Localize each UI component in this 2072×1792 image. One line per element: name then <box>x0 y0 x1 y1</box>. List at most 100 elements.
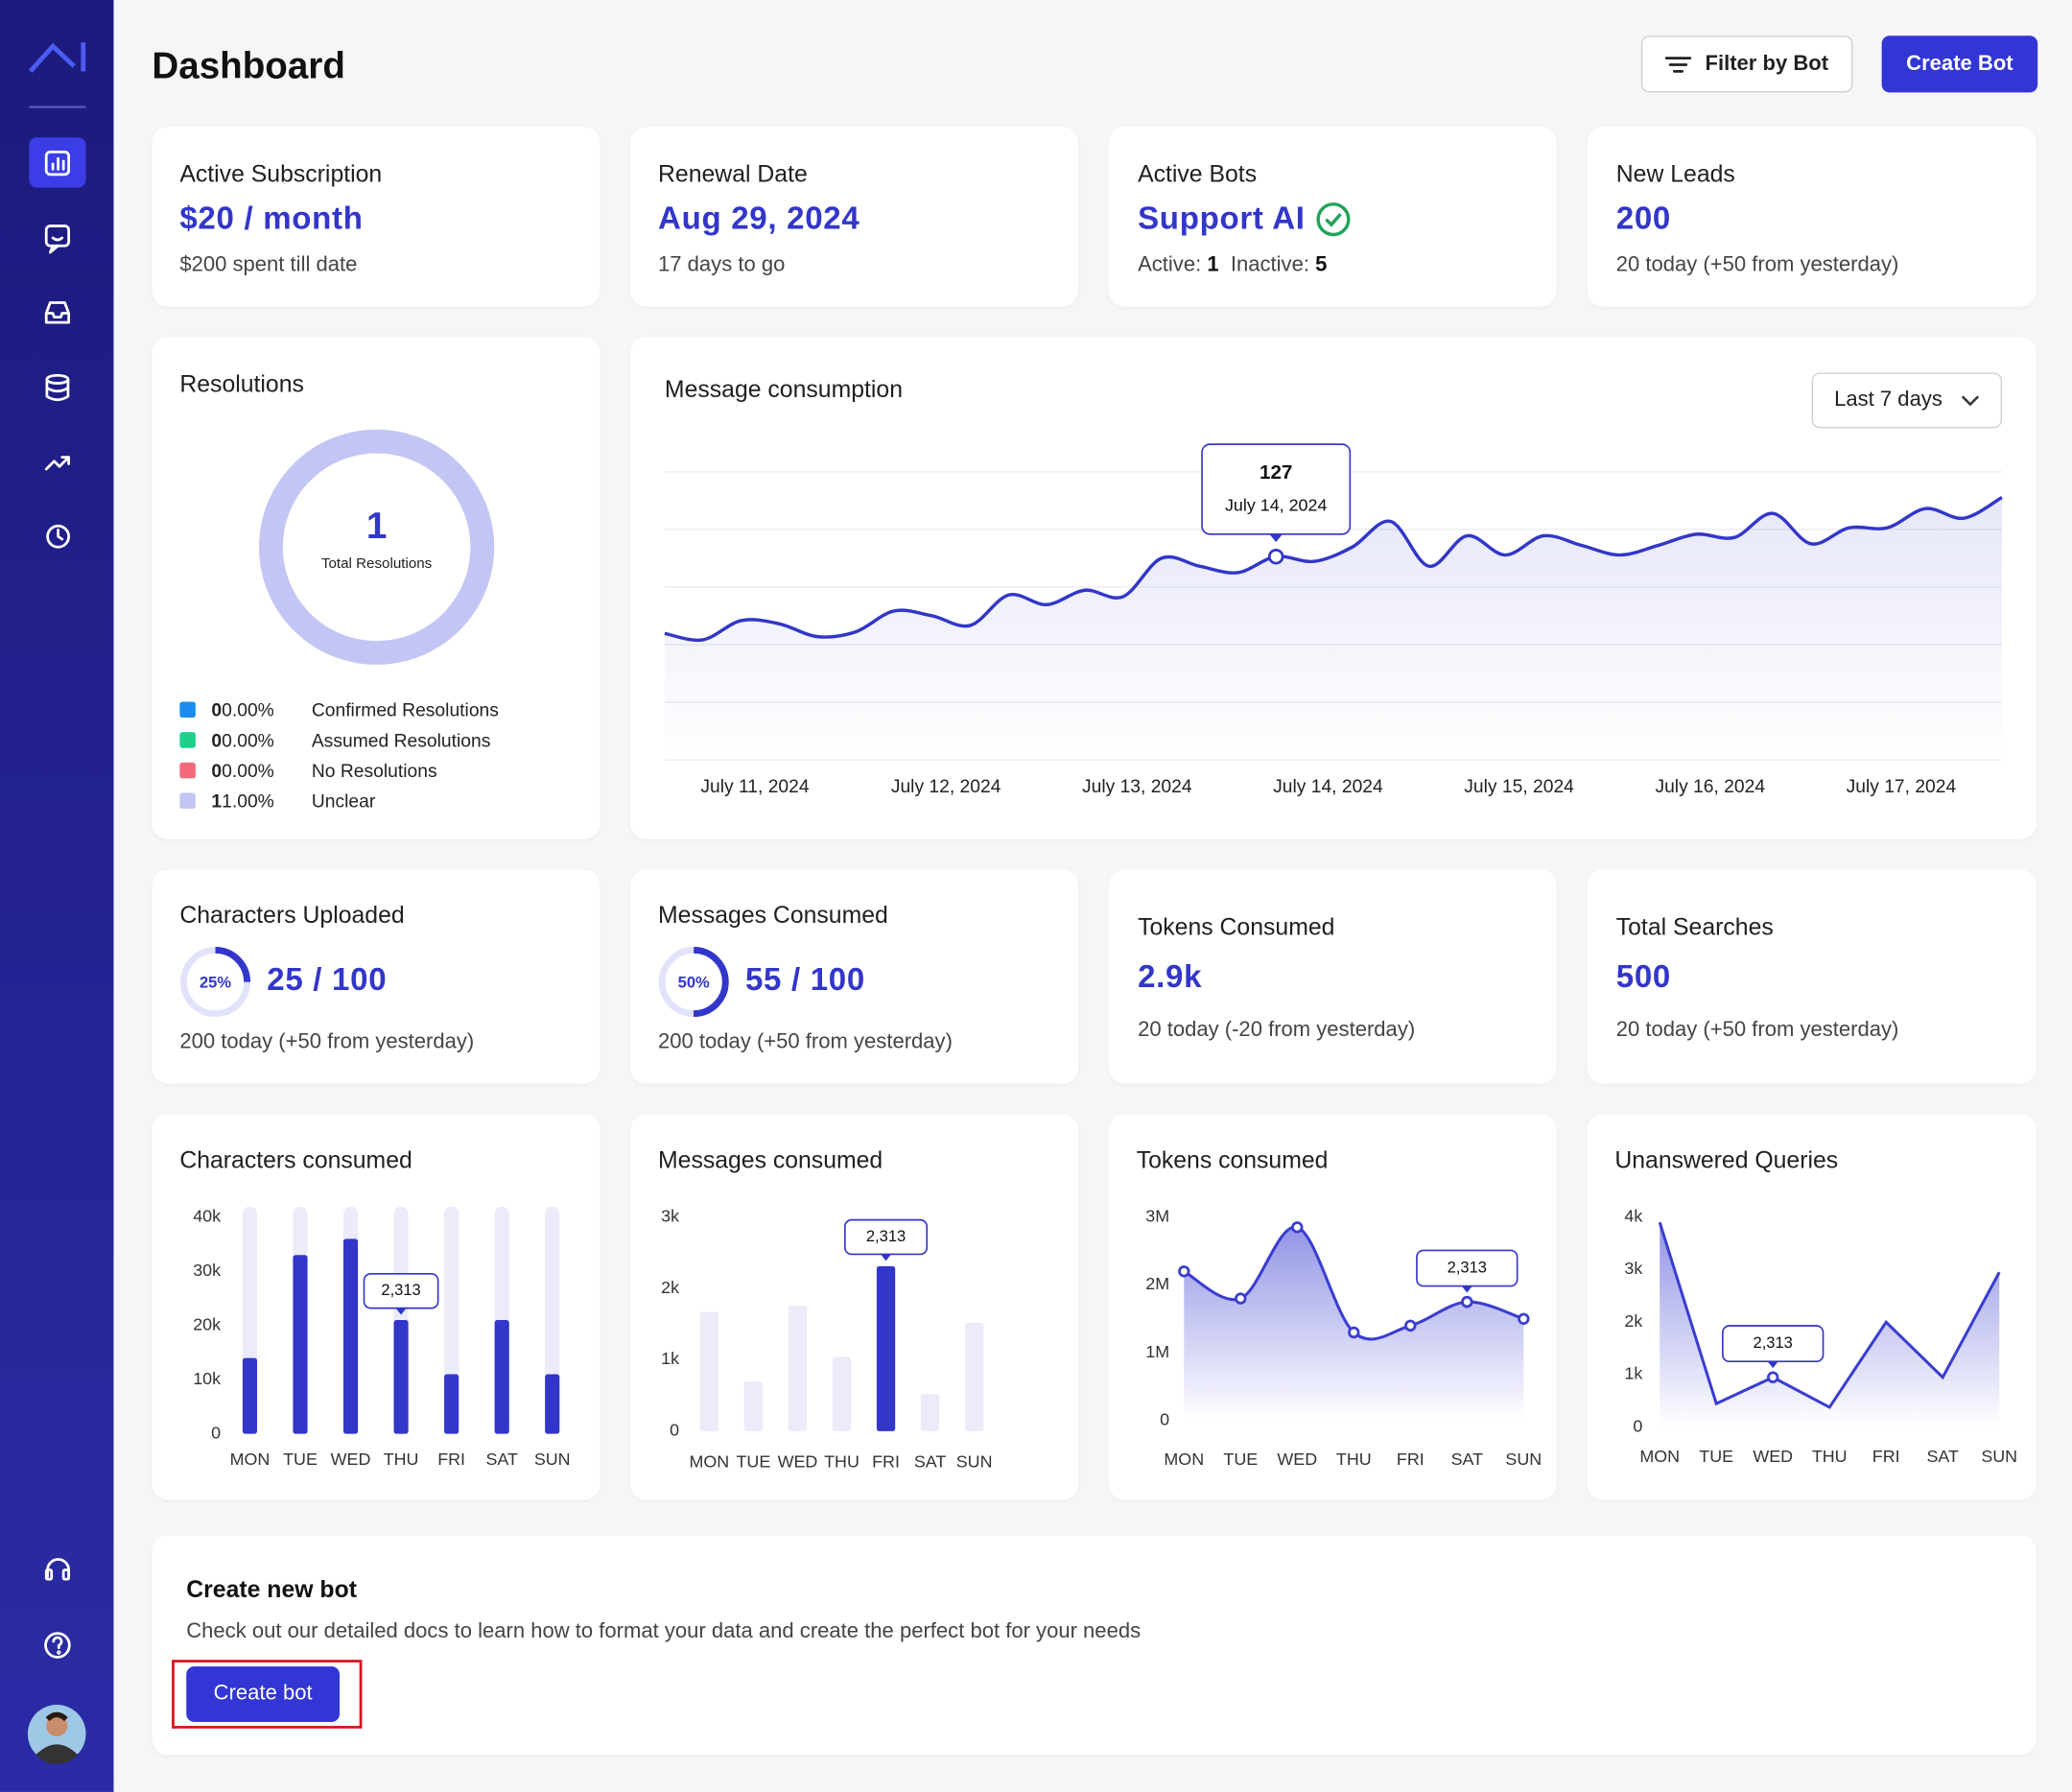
card <box>152 869 600 1084</box>
usage-label: Tokens Consumed <box>1138 913 1335 941</box>
y-tick-label: 0 <box>211 1423 221 1442</box>
create-bot-button[interactable]: Create bot <box>186 1666 341 1722</box>
point <box>1518 1312 1530 1325</box>
donut-segment <box>258 429 495 665</box>
y-tick-label: 0 <box>1160 1410 1169 1429</box>
tooltip-label: 2,313 <box>381 1281 420 1299</box>
x-tick-label: THU <box>384 1450 419 1469</box>
legend-item: 0 0.00% Assumed Resolutions <box>179 729 490 750</box>
usage-label: Messages Consumed <box>658 902 888 929</box>
usage-value: 25 / 100 <box>267 961 388 999</box>
nav-database[interactable] <box>45 373 70 402</box>
point <box>1235 1292 1247 1305</box>
legend-percent: 0.00% <box>222 698 274 720</box>
legend-label: Assumed Resolutions <box>311 729 491 751</box>
x-tick-label: SUN <box>1981 1447 2017 1466</box>
point <box>1267 548 1284 565</box>
point <box>1461 1295 1473 1309</box>
point <box>1178 1265 1190 1278</box>
tooltip-pointer <box>1269 533 1283 543</box>
nav-inbox[interactable] <box>44 301 71 324</box>
bar <box>699 1311 718 1431</box>
stat-value: $20 / month <box>179 200 364 237</box>
nav-help[interactable] <box>44 1632 71 1659</box>
nav-history[interactable] <box>46 524 71 549</box>
tooltip-box <box>844 1218 929 1256</box>
y-tick-label: 3k <box>1624 1259 1642 1278</box>
point <box>1291 1221 1304 1234</box>
line <box>664 495 2003 643</box>
usage-note: 200 today (+50 from yesterday) <box>179 1030 475 1053</box>
stat-note: 20 today (+50 from yesterday) <box>1615 253 1899 276</box>
x-tick-label: July 17, 2024 <box>1847 777 1957 797</box>
range-label: Last 7 days <box>1834 388 1942 412</box>
card <box>1108 127 1557 307</box>
legend-label: Unclear <box>311 790 376 812</box>
filter-icon <box>1665 56 1692 73</box>
ring-label: 50% <box>678 973 710 991</box>
x-tick-label: MON <box>689 1452 729 1472</box>
x-tick-label: WED <box>778 1452 818 1472</box>
bar <box>293 1255 308 1434</box>
sidebar <box>0 0 114 1792</box>
x-tick-label: SUN <box>956 1452 993 1472</box>
range-select[interactable]: Last 7 days <box>1811 372 2002 429</box>
y-tick-label: 1M <box>1145 1342 1169 1361</box>
stat-label: Renewal Date <box>658 160 808 187</box>
avatar[interactable] <box>27 1705 86 1764</box>
y-tick-label: 2k <box>1624 1311 1642 1331</box>
legend-count: 0 <box>211 698 223 720</box>
create-bot-button[interactable]: Create Bot <box>1881 35 2038 93</box>
tooltip-box <box>1722 1325 1825 1363</box>
y-tick-label: 40k <box>193 1206 221 1225</box>
create-section-description: Check out our detailed docs to learn how… <box>186 1619 1142 1643</box>
inactive-label: Inactive: <box>1230 253 1309 276</box>
y-tick-label: 10k <box>193 1369 221 1388</box>
tooltip-label: 2,313 <box>1754 1333 1793 1352</box>
card <box>1108 869 1557 1084</box>
filter-label: Filter by Bot <box>1705 52 1829 75</box>
nav-analytics[interactable] <box>44 456 71 471</box>
tooltip-date: July 14, 2024 <box>1225 496 1327 515</box>
legend-count: 1 <box>211 790 223 812</box>
inactive-count: 5 <box>1315 253 1328 276</box>
bar <box>788 1305 808 1431</box>
bar <box>444 1374 459 1434</box>
chart-title: Messages consumed <box>658 1147 883 1173</box>
x-tick-label: TUE <box>283 1450 318 1469</box>
nav-dashboard[interactable] <box>44 151 71 177</box>
legend-swatch <box>179 732 196 748</box>
y-tick-label: 1k <box>1624 1364 1642 1383</box>
x-tick-label: WED <box>1753 1447 1793 1466</box>
point <box>1348 1326 1360 1339</box>
bar <box>832 1356 852 1431</box>
point <box>1404 1319 1417 1332</box>
tooltip-pointer <box>1767 1361 1778 1369</box>
filter-button[interactable]: Filter by Bot <box>1640 35 1853 93</box>
x-tick-label: MON <box>230 1450 271 1469</box>
legend-item: 1 1.00% Unclear <box>179 790 375 812</box>
usage-value: 500 <box>1615 959 1671 996</box>
x-tick-label: SAT <box>485 1450 518 1469</box>
ring-progress <box>658 947 729 1018</box>
highlight-box <box>172 1660 363 1729</box>
nav-chat[interactable] <box>44 224 71 254</box>
x-tick-label: FRI <box>1872 1447 1900 1466</box>
legend-label: Confirmed Resolutions <box>311 698 499 720</box>
ring-progress <box>180 947 251 1018</box>
usage-note: 20 today (+50 from yesterday) <box>1615 1019 1899 1042</box>
legend-item: 0 0.00% No Resolutions <box>179 760 437 781</box>
legend-swatch <box>179 792 196 810</box>
card <box>1587 127 2037 307</box>
y-tick-label: 2k <box>661 1278 679 1297</box>
chevron <box>1961 395 1979 407</box>
y-tick-label: 4k <box>1624 1206 1642 1225</box>
nav-support[interactable] <box>44 1558 71 1581</box>
legend-swatch <box>179 701 196 719</box>
y-tick-label: 20k <box>193 1314 221 1333</box>
x-tick-label: WED <box>331 1450 371 1469</box>
x-tick-label: MON <box>1164 1450 1204 1469</box>
create-bot-label: Create bot <box>213 1682 313 1706</box>
